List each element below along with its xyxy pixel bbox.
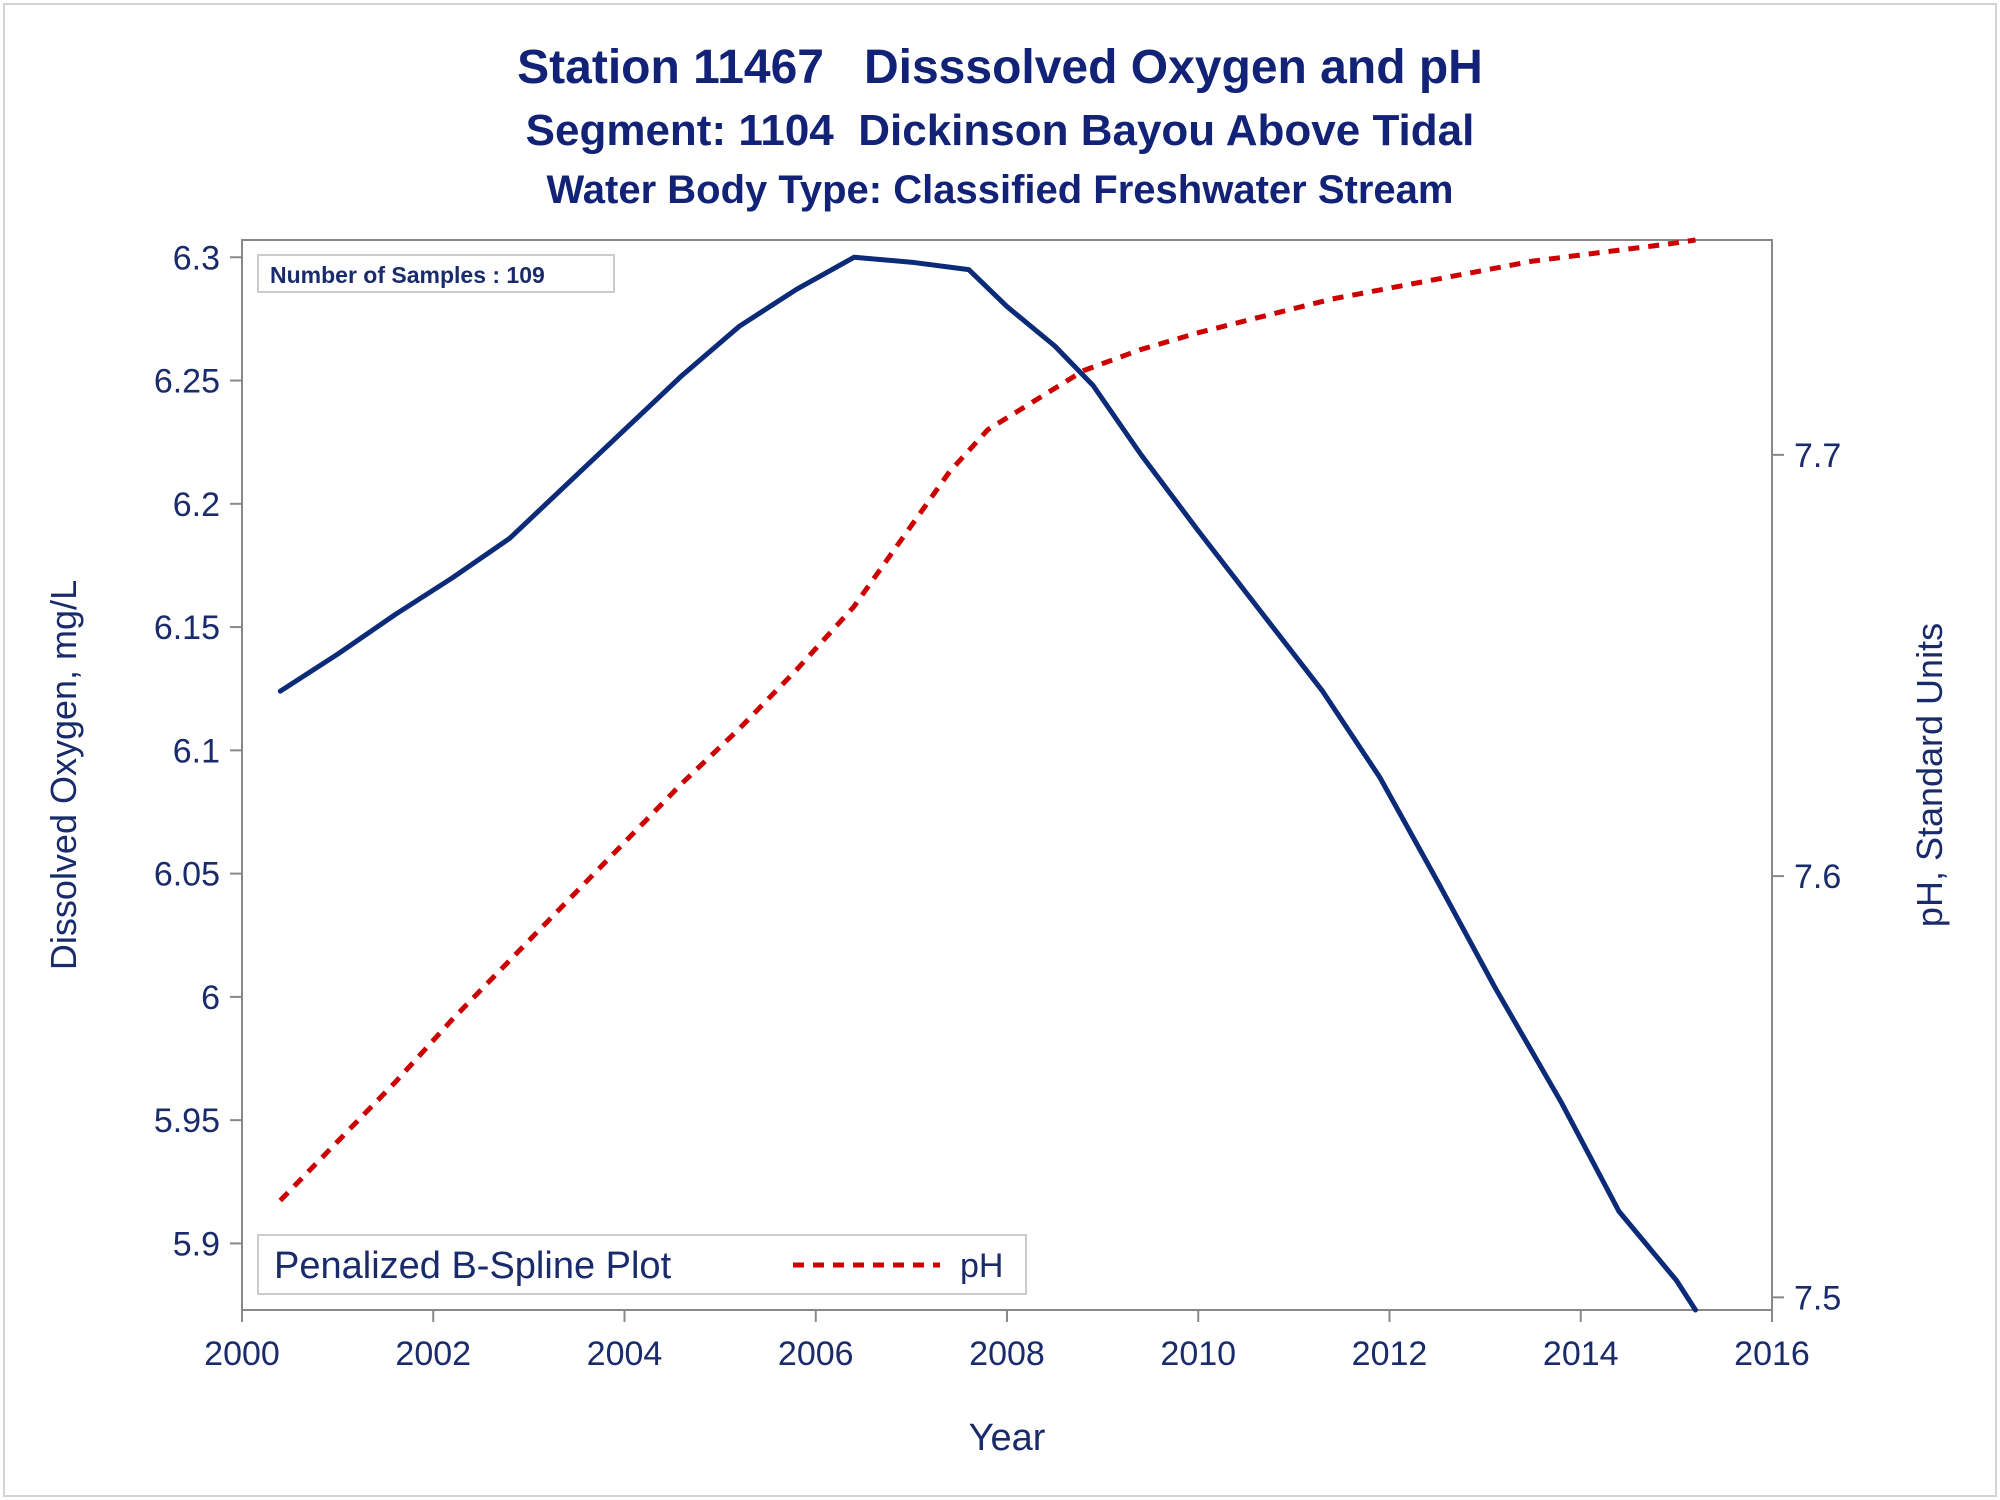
y-axis-right-title: pH, Standard Units — [1909, 623, 1950, 927]
y-right-tick-label: 7.7 — [1794, 437, 1841, 475]
y-left-tick-label: 6.3 — [173, 239, 220, 277]
sample-count-inset: Number of Samples : 109 — [257, 254, 615, 293]
legend-ph-label: pH — [960, 1247, 1003, 1285]
x-tick-label: 2012 — [1352, 1335, 1428, 1373]
x-axis-title: Year — [969, 1417, 1046, 1459]
x-tick-label: 2014 — [1543, 1335, 1619, 1373]
y-left-tick-label: 5.95 — [154, 1102, 220, 1140]
y-left-tick-label: 6.1 — [173, 732, 220, 770]
y-right-tick-label: 7.6 — [1794, 858, 1841, 896]
y-left-tick-label: 6.05 — [154, 856, 220, 894]
legend-title: Penalized B-Spline Plot — [274, 1245, 672, 1287]
x-tick-label: 2006 — [778, 1335, 854, 1373]
y-axis-left: 5.9 5.95 6 6.05 6.1 6.15 6.2 6.25 6.3 — [154, 239, 242, 1263]
y-right-tick-label: 7.5 — [1794, 1279, 1841, 1317]
y-left-tick-label: 6 — [201, 979, 220, 1017]
dissolved-oxygen-series-line — [277, 254, 1698, 1313]
x-tick-label: 2008 — [969, 1335, 1045, 1373]
x-tick-label: 2016 — [1734, 1335, 1810, 1373]
inset-box — [257, 254, 615, 293]
x-tick-label: 2004 — [587, 1335, 663, 1373]
legend: Penalized B-Spline Plot pH — [257, 1234, 1027, 1295]
y-left-tick-label: 6.25 — [154, 363, 220, 401]
x-tick-label: 2010 — [1160, 1335, 1236, 1373]
y-left-tick-label: 6.2 — [173, 486, 220, 524]
ph-series-line — [278, 237, 1696, 1203]
inset-text: Number of Samples : 109 — [270, 262, 545, 288]
y-axis-right: 7.5 7.6 7.7 — [1772, 437, 1841, 1317]
plot-area — [241, 239, 1773, 1311]
series-layer — [277, 237, 1698, 1313]
y-left-tick-label: 5.9 — [173, 1225, 220, 1263]
x-axis: 2000 2002 2004 2006 2008 2010 2012 2014 2016 — [204, 1310, 1810, 1373]
y-left-tick-label: 6.15 — [154, 609, 220, 647]
x-tick-label: 2002 — [395, 1335, 471, 1373]
x-tick-label: 2000 — [204, 1335, 280, 1373]
y-axis-left-title: Dissolved Oxygen, mg/L — [43, 580, 84, 970]
chart-subtitle-segment: Segment: 1104 Dickinson Bayou Above Tida… — [525, 106, 1475, 155]
chart-subtitle-waterbody: Water Body Type: Classified Freshwater S… — [546, 168, 1454, 212]
chart-title: Station 11467 Disssolved Oxygen and pH — [517, 41, 1483, 94]
